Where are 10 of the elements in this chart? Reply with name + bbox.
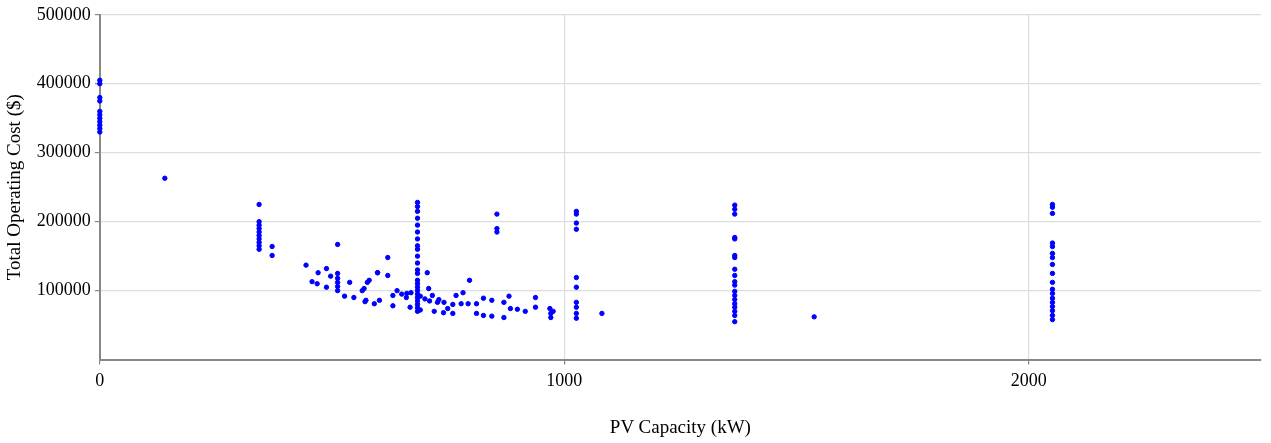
x-axis-title: PV Capacity (kW) xyxy=(609,415,751,438)
y-axis-title: Total Operating Cost ($) xyxy=(3,94,26,281)
y-tick-label: 500000 xyxy=(36,3,91,24)
y-tick-label: 200000 xyxy=(36,210,91,231)
y-tick-label: 400000 xyxy=(36,72,91,93)
x-tick-label: 2000 xyxy=(1010,370,1047,391)
x-tick-label: 1000 xyxy=(546,370,583,391)
x-tick-label: 0 xyxy=(95,370,105,391)
y-tick-label: 100000 xyxy=(36,279,91,300)
y-tick-label: 300000 xyxy=(36,141,91,162)
